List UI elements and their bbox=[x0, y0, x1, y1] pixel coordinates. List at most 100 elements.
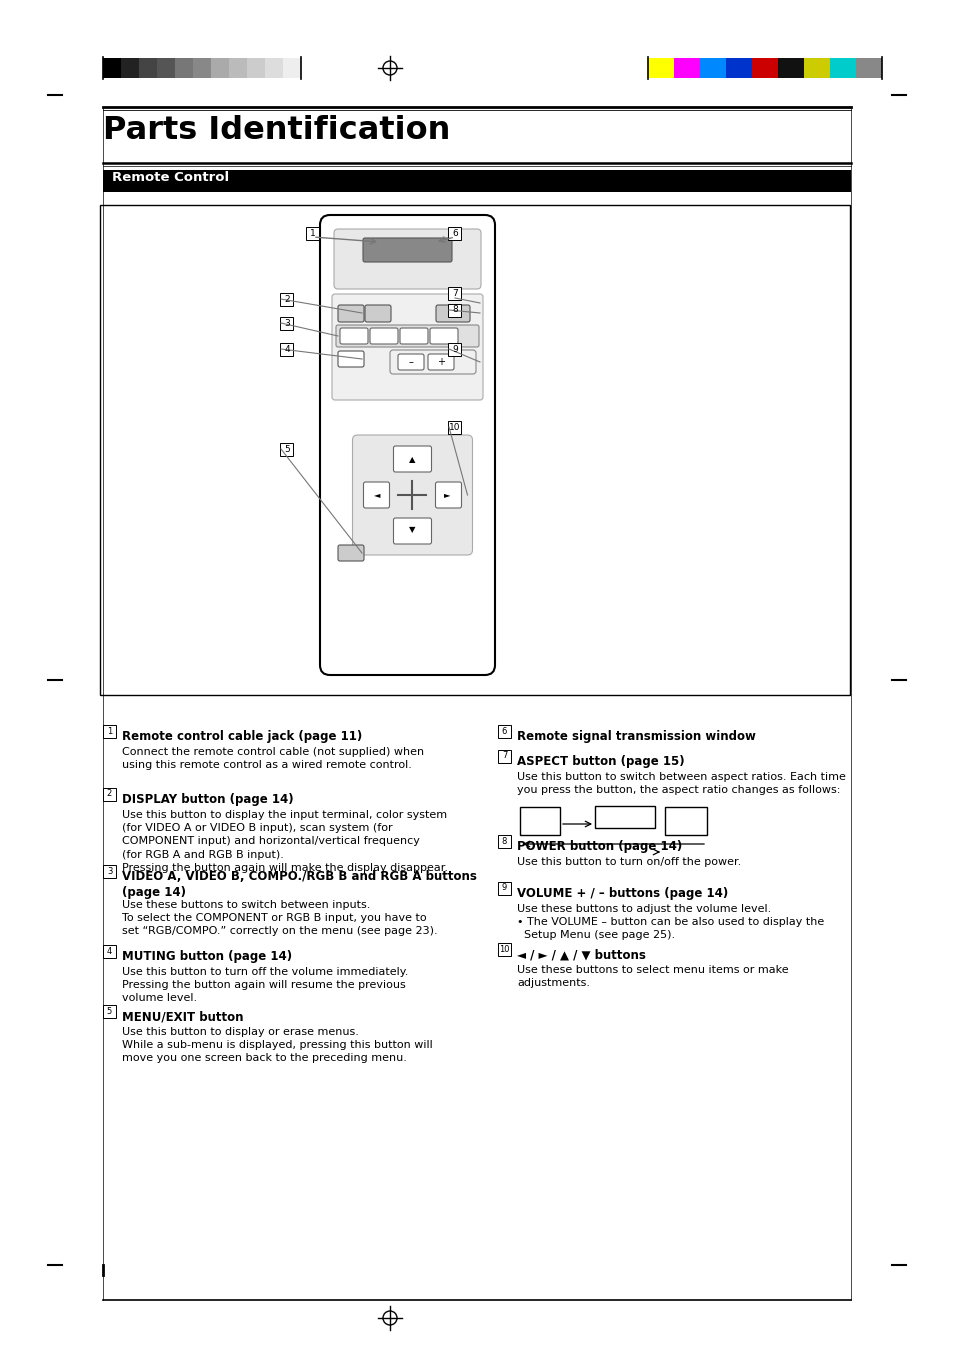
Text: ►: ► bbox=[444, 491, 450, 499]
Bar bbox=[280, 342, 294, 356]
Text: ◄ / ► / ▲ / ▼ buttons: ◄ / ► / ▲ / ▼ buttons bbox=[517, 948, 645, 961]
Text: Parts Identification: Parts Identification bbox=[103, 115, 450, 146]
Text: 4: 4 bbox=[284, 345, 290, 353]
Text: 3: 3 bbox=[284, 319, 290, 327]
Bar bbox=[778, 58, 803, 78]
Text: 1: 1 bbox=[310, 228, 315, 238]
Text: Use this button to display the input terminal, color system
(for VIDEO A or VIDE: Use this button to display the input ter… bbox=[122, 810, 448, 873]
Text: Remote Control: Remote Control bbox=[112, 170, 229, 184]
FancyBboxPatch shape bbox=[390, 350, 476, 375]
Text: 7: 7 bbox=[501, 752, 507, 760]
Bar bbox=[829, 58, 855, 78]
Text: 6: 6 bbox=[452, 228, 457, 238]
Text: 7: 7 bbox=[452, 288, 457, 297]
Bar bbox=[519, 807, 559, 836]
FancyBboxPatch shape bbox=[436, 306, 470, 322]
Bar bbox=[100, 206, 849, 695]
FancyBboxPatch shape bbox=[332, 293, 482, 400]
Text: 9: 9 bbox=[501, 883, 507, 892]
Text: POWER button (page 14): POWER button (page 14) bbox=[517, 840, 681, 853]
Text: Remote signal transmission window: Remote signal transmission window bbox=[517, 730, 755, 744]
FancyBboxPatch shape bbox=[397, 354, 423, 370]
Bar bbox=[211, 58, 229, 78]
Bar bbox=[193, 58, 211, 78]
FancyBboxPatch shape bbox=[363, 238, 452, 262]
FancyBboxPatch shape bbox=[370, 329, 397, 343]
Text: Connect the remote control cable (not supplied) when
using this remote control a: Connect the remote control cable (not su… bbox=[122, 748, 424, 771]
Bar bbox=[103, 945, 116, 957]
Bar bbox=[497, 725, 511, 737]
Text: 1: 1 bbox=[107, 726, 112, 735]
Text: MENU/EXIT button: MENU/EXIT button bbox=[122, 1010, 243, 1023]
Bar bbox=[103, 1005, 116, 1018]
Bar bbox=[595, 806, 655, 827]
Bar bbox=[174, 58, 193, 78]
Bar bbox=[306, 227, 319, 239]
Bar bbox=[280, 442, 294, 456]
Text: 5: 5 bbox=[107, 1006, 112, 1015]
FancyBboxPatch shape bbox=[337, 545, 364, 561]
Bar bbox=[448, 342, 461, 356]
Bar bbox=[448, 227, 461, 239]
Text: ▼: ▼ bbox=[409, 526, 416, 534]
FancyBboxPatch shape bbox=[365, 306, 391, 322]
Bar bbox=[103, 58, 121, 78]
Bar bbox=[448, 303, 461, 316]
Bar bbox=[280, 316, 294, 330]
Bar bbox=[103, 170, 850, 192]
FancyBboxPatch shape bbox=[337, 352, 364, 366]
FancyBboxPatch shape bbox=[337, 306, 364, 322]
Bar bbox=[751, 58, 778, 78]
Bar bbox=[497, 942, 511, 956]
Bar bbox=[229, 58, 247, 78]
FancyBboxPatch shape bbox=[319, 215, 495, 675]
Bar bbox=[139, 58, 157, 78]
Text: ▲: ▲ bbox=[409, 456, 416, 465]
Text: 4: 4 bbox=[107, 946, 112, 956]
FancyBboxPatch shape bbox=[339, 329, 368, 343]
Bar bbox=[103, 787, 116, 800]
FancyBboxPatch shape bbox=[430, 329, 457, 343]
FancyBboxPatch shape bbox=[428, 354, 454, 370]
Text: DISPLAY button (page 14): DISPLAY button (page 14) bbox=[122, 794, 294, 806]
Text: Use these buttons to switch between inputs.
To select the COMPONENT or RGB B inp: Use these buttons to switch between inpu… bbox=[122, 900, 437, 937]
Text: 8: 8 bbox=[501, 837, 507, 845]
Bar bbox=[725, 58, 751, 78]
Text: 8: 8 bbox=[452, 306, 457, 315]
FancyBboxPatch shape bbox=[363, 483, 389, 508]
Bar bbox=[664, 807, 706, 836]
FancyBboxPatch shape bbox=[352, 435, 472, 556]
Bar bbox=[673, 58, 700, 78]
Text: Use this button to switch between aspect ratios. Each time
you press the button,: Use this button to switch between aspect… bbox=[517, 772, 845, 795]
Bar bbox=[497, 749, 511, 763]
Text: VOLUME + / – buttons (page 14): VOLUME + / – buttons (page 14) bbox=[517, 887, 727, 900]
Text: Use these buttons to adjust the volume level.
• The VOLUME – button can be also : Use these buttons to adjust the volume l… bbox=[517, 904, 823, 941]
Text: +: + bbox=[436, 357, 444, 366]
FancyBboxPatch shape bbox=[393, 518, 431, 544]
Text: 2: 2 bbox=[107, 790, 112, 799]
Text: ◄: ◄ bbox=[374, 491, 380, 499]
Bar bbox=[448, 287, 461, 300]
Bar bbox=[803, 58, 829, 78]
Bar bbox=[647, 58, 673, 78]
Bar bbox=[497, 834, 511, 848]
FancyBboxPatch shape bbox=[335, 324, 478, 347]
Text: 3: 3 bbox=[107, 867, 112, 876]
FancyBboxPatch shape bbox=[334, 228, 480, 289]
Bar bbox=[448, 420, 461, 434]
Text: Use these buttons to select menu items or make
adjustments.: Use these buttons to select menu items o… bbox=[517, 965, 788, 988]
Text: ASPECT button (page 15): ASPECT button (page 15) bbox=[517, 754, 684, 768]
Bar bbox=[121, 58, 139, 78]
Text: 6: 6 bbox=[501, 726, 507, 735]
FancyBboxPatch shape bbox=[435, 483, 461, 508]
Text: VIDEO A, VIDEO B, COMPO./RGB B and RGB A buttons
(page 14): VIDEO A, VIDEO B, COMPO./RGB B and RGB A… bbox=[122, 869, 476, 899]
Bar bbox=[700, 58, 725, 78]
FancyBboxPatch shape bbox=[393, 446, 431, 472]
Text: Use this button to turn on/off the power.: Use this button to turn on/off the power… bbox=[517, 857, 740, 867]
Text: 10: 10 bbox=[498, 945, 509, 953]
Bar bbox=[103, 725, 116, 737]
Text: –: – bbox=[408, 357, 413, 366]
Text: 9: 9 bbox=[452, 345, 457, 353]
Bar bbox=[283, 58, 301, 78]
Bar bbox=[157, 58, 174, 78]
